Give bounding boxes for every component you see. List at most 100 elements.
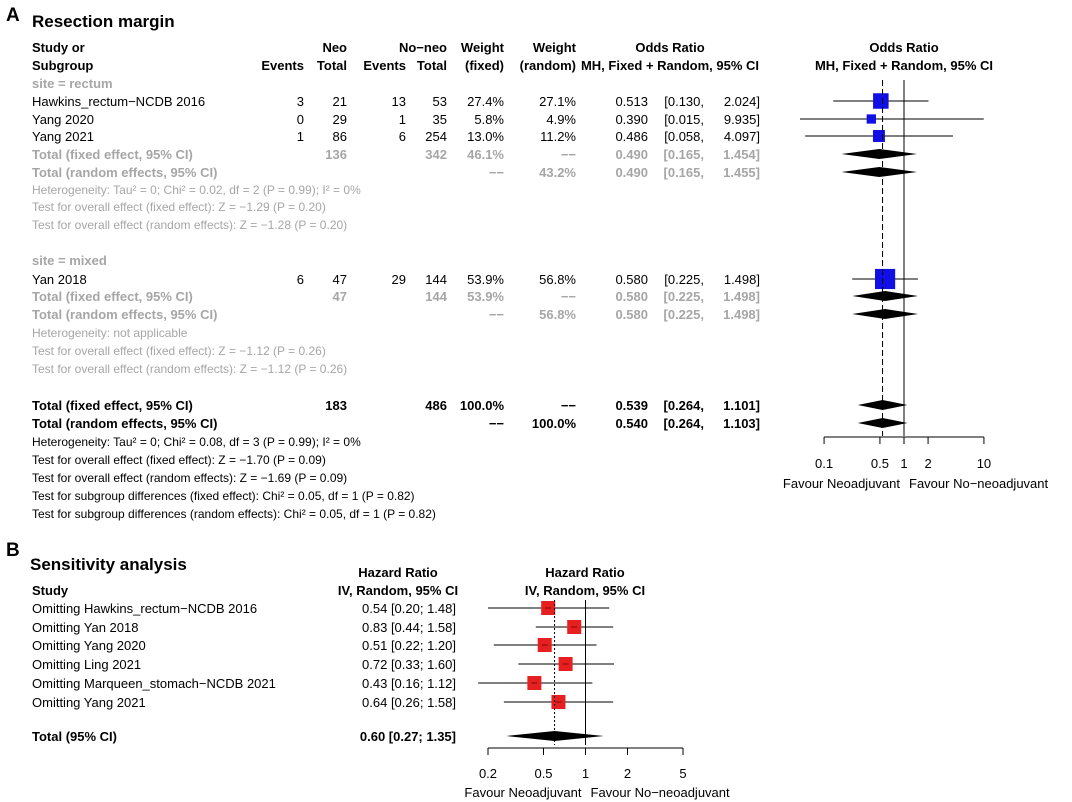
header-total-noneo: Total <box>417 58 447 73</box>
footnote-text: Test for overall effect (fixed effect): … <box>32 344 326 358</box>
events-noneo-cell: 1 <box>399 112 406 127</box>
total-neo-cell: 86 <box>333 129 347 144</box>
summary-diamond <box>852 291 919 301</box>
header-weight-fixed: Weight <box>461 40 505 55</box>
total-noneo-cell: 53 <box>433 94 447 109</box>
footnote-text: Test for overall effect (fixed effect): … <box>32 453 326 467</box>
total-neo-cell: 29 <box>333 112 347 127</box>
footnote-text: Test for overall effect (fixed effect): … <box>32 200 326 214</box>
subgroup-label: site = mixed <box>32 253 107 268</box>
or-estimate-cell: 0.513 <box>615 94 648 109</box>
header-hr-method: IV, Random, 95% CI <box>338 583 458 598</box>
weight-fixed-cell: 5.8% <box>474 112 504 127</box>
sensitivity-row-label: Omitting Yang 2020 <box>32 638 146 653</box>
panel-b-letter: B <box>6 540 20 561</box>
study-square <box>875 268 896 290</box>
study-label: Yan 2018 <box>32 272 87 287</box>
x-tick-label: 10 <box>977 456 991 471</box>
weight-fixed-cell: 13.0% <box>467 129 504 144</box>
header-hazard-ratio-plot: Hazard Ratio <box>545 565 625 580</box>
header-events-noneo: Events <box>363 58 406 73</box>
header-method-plot: MH, Fixed + Random, 95% CI <box>815 58 993 73</box>
header-total-neo: Total <box>317 58 347 73</box>
weight-random-cell: 56.8% <box>539 272 576 287</box>
footnote-text: Heterogeneity: Tau² = 0; Chi² = 0.02, df… <box>32 183 361 197</box>
header-study: Study <box>32 583 69 598</box>
panel-a-title: Resection margin <box>32 12 175 31</box>
total-noneo-cell: 144 <box>425 272 447 287</box>
favour-no-neoadjuvant-label-b: Favour No−neoadjuvant <box>591 785 731 800</box>
weight-fixed-cell: −− <box>489 165 505 180</box>
events-neo-cell: 3 <box>297 94 304 109</box>
study-square <box>873 93 889 109</box>
ci-lower-cell: [0.058, <box>664 129 704 144</box>
favour-neoadjuvant-label-b: Favour Neoadjuvant <box>464 785 581 800</box>
summary-label: Total (fixed effect, 95% CI) <box>32 147 193 162</box>
ci-upper-cell: 1.498] <box>723 289 760 304</box>
study-square <box>872 130 885 142</box>
header-subgroup: Subgroup <box>32 58 93 73</box>
study-label: Yang 2021 <box>32 129 94 144</box>
weight-random-cell: 4.9% <box>546 112 576 127</box>
subgroup-label: site = rectum <box>32 76 113 91</box>
ci-lower-cell: [0.264, <box>664 398 704 413</box>
total-ci-estimate: 0.60 [0.27; 1.35] <box>360 729 456 744</box>
sensitivity-row-label: Omitting Yan 2018 <box>32 620 138 635</box>
x-tick-label-b: 5 <box>679 766 686 781</box>
ci-lower-cell: [0.225, <box>664 307 704 322</box>
ci-upper-cell: 1.101] <box>723 398 760 413</box>
weight-random-cell: 43.2% <box>539 165 576 180</box>
ci-upper-cell: 1.103] <box>723 416 760 431</box>
header-random: (random) <box>520 58 576 73</box>
total-noneo-cell: 254 <box>425 129 447 144</box>
events-noneo-cell: 13 <box>392 94 406 109</box>
events-neo-cell: 1 <box>297 129 304 144</box>
ci-lower-cell: [0.130, <box>664 94 704 109</box>
total-noneo-cell: 486 <box>425 398 447 413</box>
weight-random-cell: 11.2% <box>540 129 576 144</box>
summary-label: Total (random effects, 95% CI) <box>32 307 217 322</box>
total-noneo-cell: 342 <box>425 147 447 162</box>
ci-upper-cell: 1.498] <box>723 307 760 322</box>
favour-neoadjuvant-label: Favour Neoadjuvant <box>783 476 900 491</box>
header-method: MH, Fixed + Random, 95% CI <box>581 58 759 73</box>
weight-fixed-cell: 46.1% <box>467 147 504 162</box>
or-estimate-cell: 0.490 <box>615 147 648 162</box>
total-neo-cell: 21 <box>333 94 347 109</box>
sensitivity-row-label: Omitting Marqueen_stomach−NCDB 2021 <box>32 676 276 691</box>
x-tick-label: 2 <box>924 456 931 471</box>
weight-fixed-cell: −− <box>489 307 505 322</box>
sensitivity-row-estimate: 0.64 [0.26; 1.58] <box>362 695 456 710</box>
ci-upper-cell: 1.455] <box>723 165 760 180</box>
or-estimate-cell: 0.580 <box>615 272 648 287</box>
summary-label: Total (random effects, 95% CI) <box>32 416 217 431</box>
total-noneo-cell: 144 <box>425 289 447 304</box>
events-noneo-cell: 29 <box>392 272 406 287</box>
sensitivity-row-estimate: 0.51 [0.22; 1.20] <box>362 638 456 653</box>
summary-diamond <box>841 149 917 159</box>
header-noneo: No−neo <box>399 40 447 55</box>
header-fixed: (fixed) <box>465 58 504 73</box>
x-tick-label-b: 1 <box>582 766 589 781</box>
or-estimate-cell: 0.490 <box>615 165 648 180</box>
or-estimate-cell: 0.486 <box>615 129 648 144</box>
or-estimate-cell: 0.390 <box>615 112 648 127</box>
events-neo-cell: 6 <box>297 272 304 287</box>
summary-label: Total (fixed effect, 95% CI) <box>32 398 193 413</box>
summary-diamond <box>841 167 918 177</box>
footnote-text: Test for subgroup differences (fixed eff… <box>32 489 415 503</box>
header-events-neo: Events <box>261 58 304 73</box>
ci-upper-cell: 2.024] <box>724 94 760 109</box>
total-neo-cell: 136 <box>325 147 347 162</box>
weight-random-cell: −− <box>561 289 577 304</box>
header-odds-ratio: Odds Ratio <box>635 40 704 55</box>
summary-diamond <box>852 309 919 319</box>
sensitivity-row-label: Omitting Hawkins_rectum−NCDB 2016 <box>32 601 257 616</box>
footnote-text: Test for overall effect (random effects)… <box>32 218 347 232</box>
events-noneo-cell: 6 <box>399 129 406 144</box>
total-neo-cell: 47 <box>333 272 347 287</box>
sensitivity-row-estimate: 0.54 [0.20; 1.48] <box>362 601 456 616</box>
footnote-text: Heterogeneity: Tau² = 0; Chi² = 0.08, df… <box>32 435 361 449</box>
